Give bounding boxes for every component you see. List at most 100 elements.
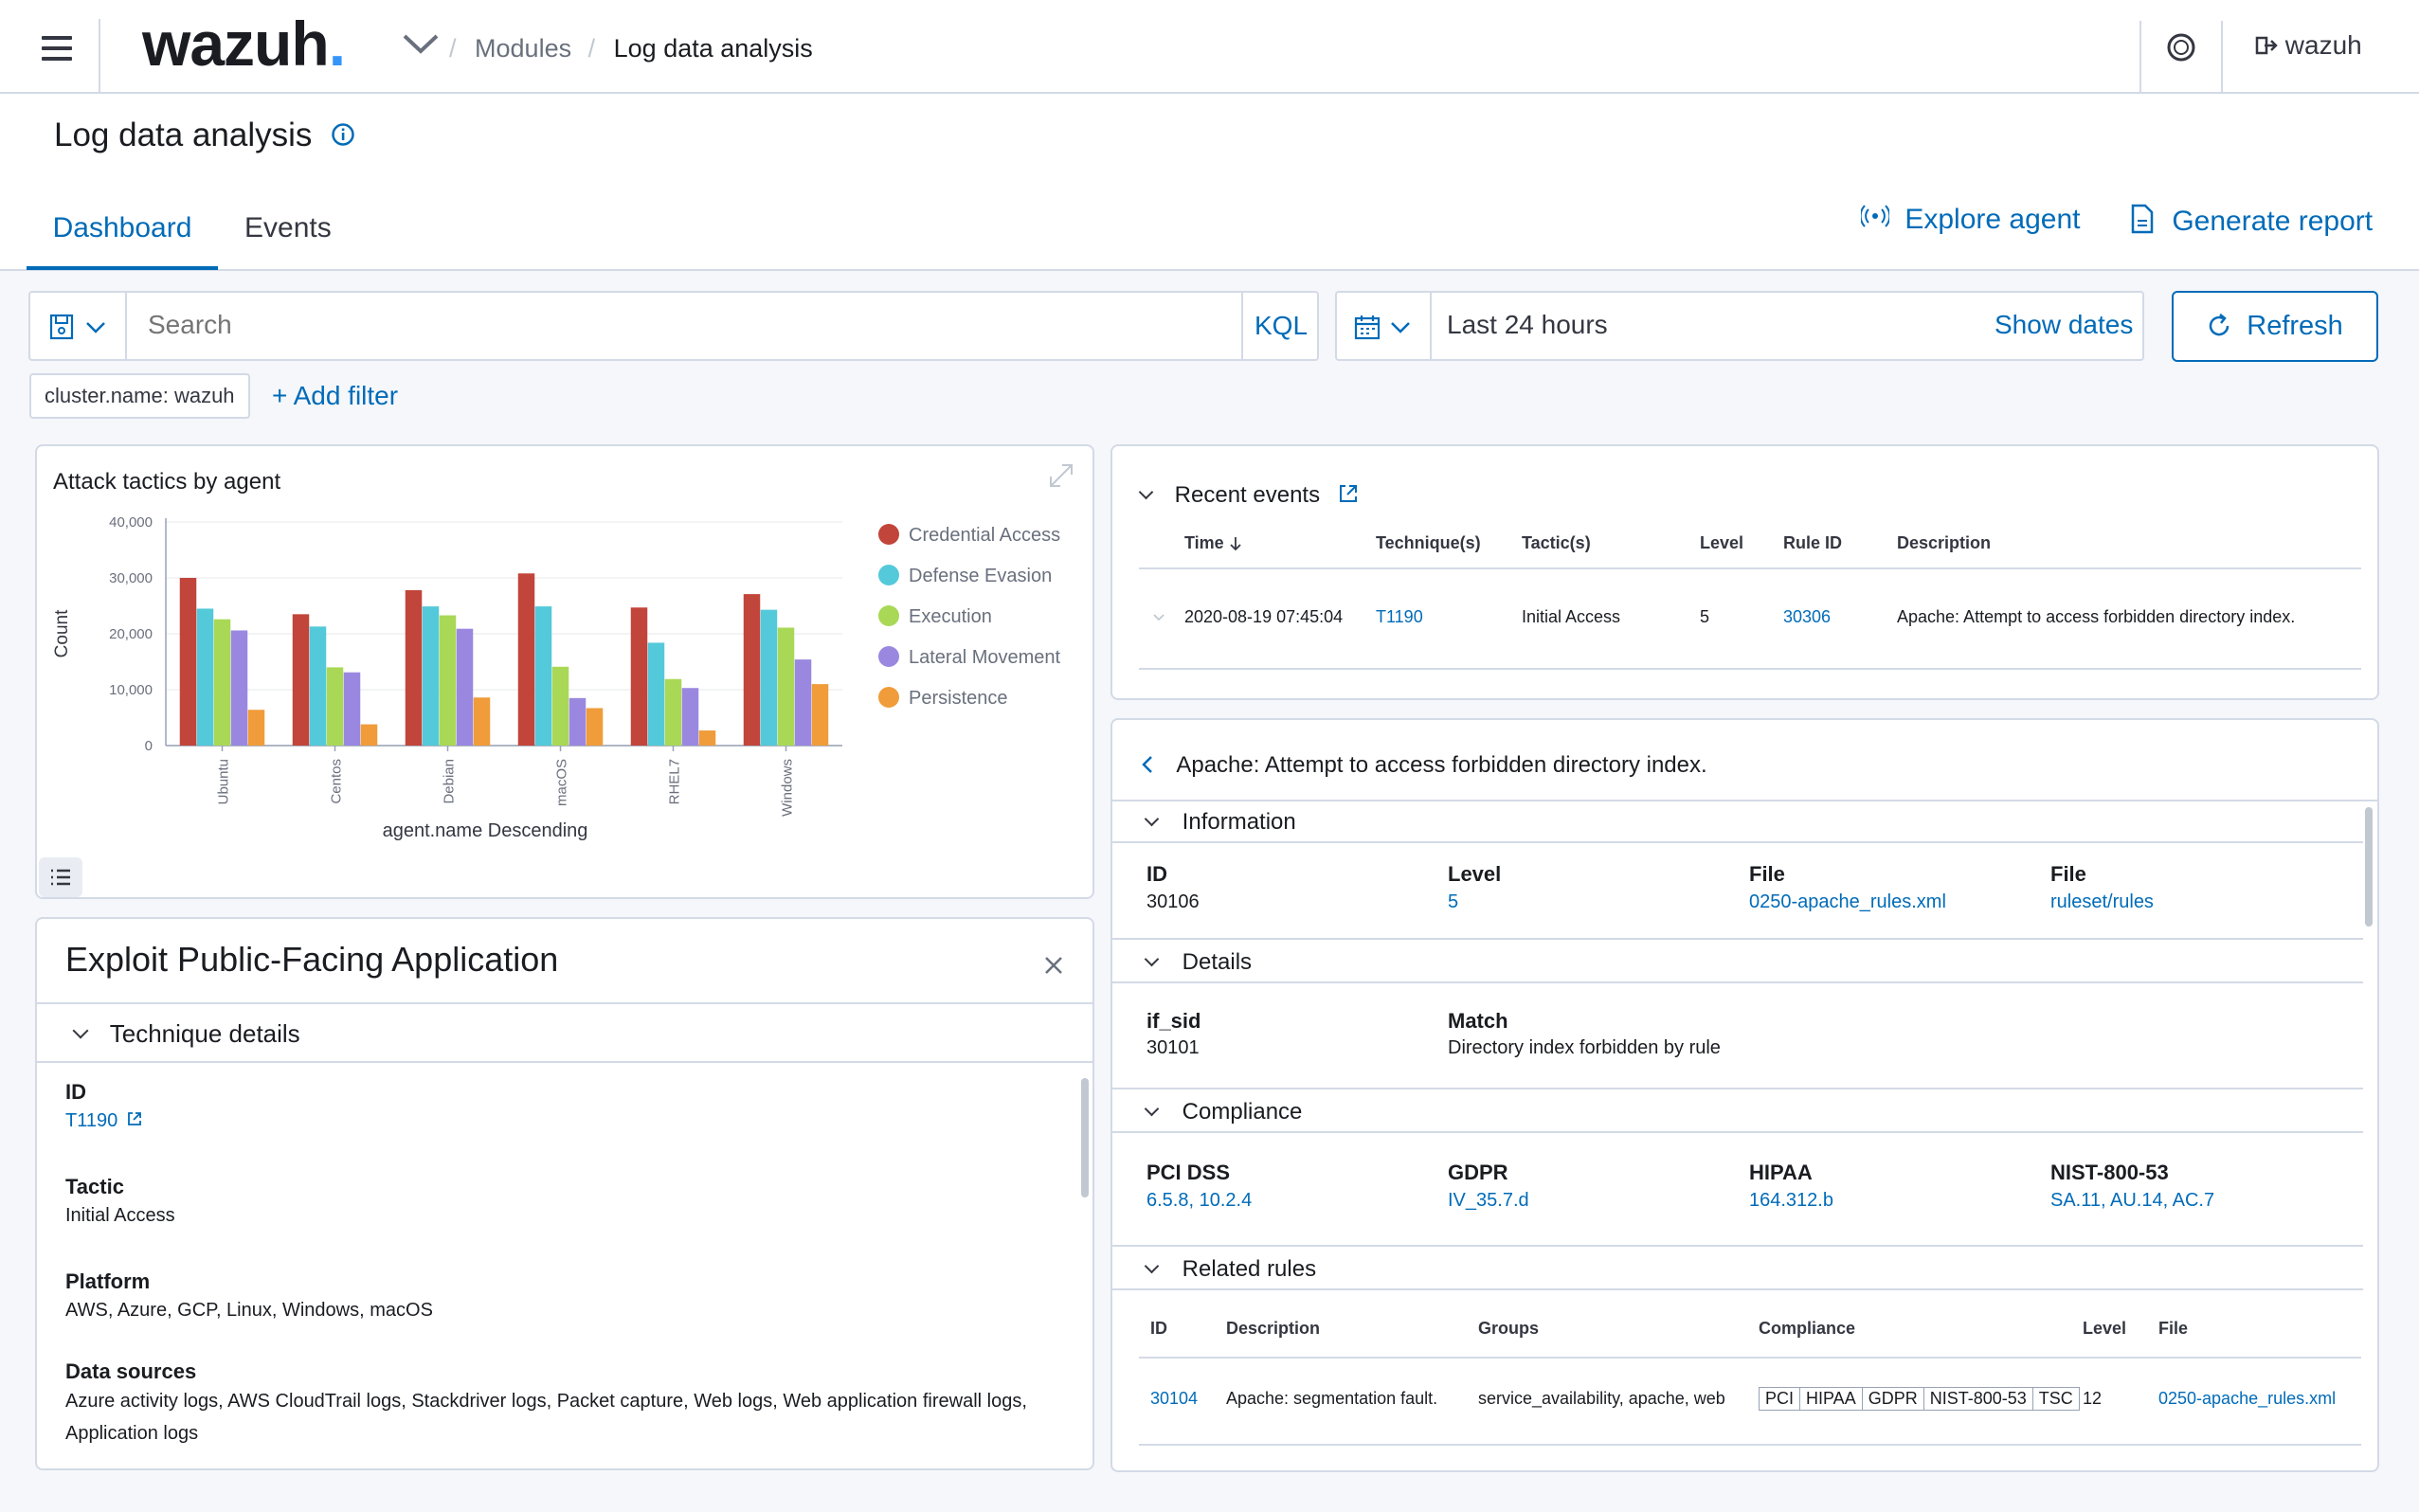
technique-details-toggle[interactable]: Technique details	[72, 1019, 300, 1049]
list-icon	[51, 869, 70, 886]
bar-debian-defense-evasion	[422, 606, 440, 746]
col-level: Level	[1700, 533, 1744, 552]
scrollbar[interactable]	[1081, 1078, 1089, 1197]
x-tick-label: RHEL7	[667, 759, 683, 804]
bar-centos-execution	[326, 667, 344, 746]
legend-swatch	[878, 605, 899, 626]
info-file-link[interactable]: 0250-apache_rules.xml	[1749, 891, 1946, 912]
recent-events-panel: Recent events Time Technique(s) Tactic(s…	[1110, 444, 2379, 700]
top-bar: wazuh. / Modules / Log data analysis waz…	[0, 0, 2419, 94]
bar-rhel7-execution	[664, 678, 682, 746]
bar-ubuntu-defense-evasion	[196, 608, 214, 746]
pci-label: PCI DSS	[1146, 1161, 1231, 1184]
y-tick-label: 30,000	[109, 570, 153, 586]
compliance-toggle[interactable]: Compliance	[1144, 1099, 1302, 1125]
legend-item[interactable]: Defense Evasion	[878, 565, 1060, 605]
back-button[interactable]: Apache: Attempt to access forbidden dire…	[1141, 752, 1707, 779]
bar-windows-lateral-movement	[794, 659, 812, 746]
save-icon	[49, 314, 74, 340]
arrow-down-icon	[1230, 537, 1241, 551]
bar-centos-persistence	[360, 724, 378, 746]
hipaa-link[interactable]: 164.312.b	[1749, 1190, 1833, 1211]
col-time[interactable]: Time	[1184, 533, 1242, 553]
time-range[interactable]: Last 24 hours	[1447, 310, 1608, 339]
gdpr-link[interactable]: IV_35.7.d	[1448, 1190, 1529, 1211]
nist-link[interactable]: SA.11, AU.14, AC.7	[2050, 1190, 2215, 1211]
pci-link[interactable]: 6.5.8, 10.2.4	[1146, 1190, 1253, 1211]
fullscreen-icon[interactable]	[1047, 461, 1075, 495]
information-toggle[interactable]: Information	[1144, 809, 1296, 836]
refresh-button[interactable]: Refresh	[2172, 291, 2378, 362]
chart-title: Attack tactics by agent	[53, 469, 281, 495]
legend-item[interactable]: Persistence	[878, 687, 1060, 728]
bar-rhel7-credential-access	[630, 607, 648, 746]
filter-chip[interactable]: cluster.name: wazuh	[29, 373, 250, 419]
page-header: Log data analysis Dashboard Events Explo…	[0, 94, 2419, 271]
legend-item[interactable]: Execution	[878, 605, 1060, 646]
chevron-down-icon	[1138, 484, 1154, 500]
data-sources-label: Data sources	[65, 1359, 197, 1383]
y-tick-label: 10,000	[109, 682, 153, 698]
chevron-down-icon	[1144, 1101, 1160, 1117]
legend-toggle-button[interactable]	[39, 857, 82, 897]
x-tick-label: Windows	[780, 759, 796, 817]
saved-query-button[interactable]	[30, 293, 127, 359]
page-title: Log data analysis	[54, 117, 355, 154]
legend-item[interactable]: Lateral Movement	[878, 646, 1060, 687]
related-rules-toggle[interactable]: Related rules	[1144, 1256, 1316, 1283]
related-file-link[interactable]: 0250-apache_rules.xml	[2158, 1389, 2337, 1408]
scrollbar[interactable]	[2365, 807, 2373, 927]
platform-value: AWS, Azure, GCP, Linux, Windows, macOS	[65, 1300, 433, 1321]
logout-button[interactable]: wazuh	[2255, 30, 2362, 61]
if-sid-value: 30101	[1146, 1037, 1200, 1058]
recent-events-toggle[interactable]: Recent events	[1138, 482, 1359, 509]
info-level-label: Level	[1448, 862, 1502, 886]
technique-link[interactable]: T1190	[1376, 607, 1423, 626]
legend-swatch	[878, 565, 899, 585]
compliance-badges: PCI HIPAA GDPR NIST-800-53 TSC	[1759, 1387, 2080, 1411]
rule-id-link[interactable]: 30306	[1783, 607, 1832, 626]
modules-dropdown-icon[interactable]	[402, 32, 440, 60]
menu-icon[interactable]	[42, 36, 72, 61]
document-icon	[2131, 204, 2154, 234]
col-description: Description	[1897, 533, 1992, 552]
tab-events[interactable]: Events	[244, 212, 332, 243]
info-level-link[interactable]: 5	[1448, 891, 1459, 912]
related-rule-id-link[interactable]: 30104	[1150, 1389, 1199, 1408]
hipaa-label: HIPAA	[1749, 1161, 1813, 1184]
bar-rhel7-defense-evasion	[647, 642, 665, 746]
kql-button[interactable]: KQL	[1241, 293, 1319, 359]
chevron-down-icon	[1144, 951, 1160, 967]
tactic-value: Initial Access	[65, 1205, 175, 1226]
bar-ubuntu-credential-access	[179, 578, 197, 746]
bar-chart: 0 10,000 20,000 30,000 40,000 Count Ubuntu Cent…	[52, 514, 842, 841]
bar-windows-defense-evasion	[760, 609, 778, 746]
bar-centos-lateral-movement	[343, 672, 361, 746]
external-link-icon[interactable]	[1338, 483, 1359, 504]
info-path-link[interactable]: ruleset/rules	[2050, 891, 2154, 912]
legend-label: Persistence	[909, 688, 1008, 709]
show-dates-link[interactable]: Show dates	[1995, 310, 2134, 339]
rule-title: Apache: Attempt to access forbidden dire…	[1176, 752, 1707, 778]
quick-menu-button[interactable]	[1337, 293, 1432, 359]
add-filter-link[interactable]: + Add filter	[272, 381, 399, 410]
close-icon[interactable]	[1043, 955, 1064, 981]
bar-macos-lateral-movement	[569, 697, 587, 746]
info-icon[interactable]	[331, 122, 355, 147]
bar-rhel7-persistence	[698, 730, 716, 746]
generate-report-button[interactable]: Generate report	[2130, 204, 2373, 238]
search-input[interactable]	[148, 306, 1247, 344]
technique-id-link[interactable]: T1190	[65, 1110, 142, 1132]
explore-agent-button[interactable]: Explore agent	[1859, 204, 2080, 236]
query-bar: KQL	[28, 291, 1319, 361]
breadcrumb-modules[interactable]: Modules	[475, 34, 572, 63]
details-toggle[interactable]: Details	[1144, 949, 1252, 976]
match-value: Directory index forbidden by rule	[1448, 1037, 1721, 1058]
bar-ubuntu-execution	[213, 619, 231, 746]
help-icon[interactable]	[2166, 32, 2196, 67]
wazuh-logo[interactable]: wazuh.	[142, 9, 346, 79]
tab-dashboard[interactable]: Dashboard	[27, 207, 218, 270]
match-label: Match	[1448, 1009, 1508, 1033]
legend-item[interactable]: Credential Access	[878, 524, 1060, 565]
y-axis-label: Count	[52, 609, 72, 657]
